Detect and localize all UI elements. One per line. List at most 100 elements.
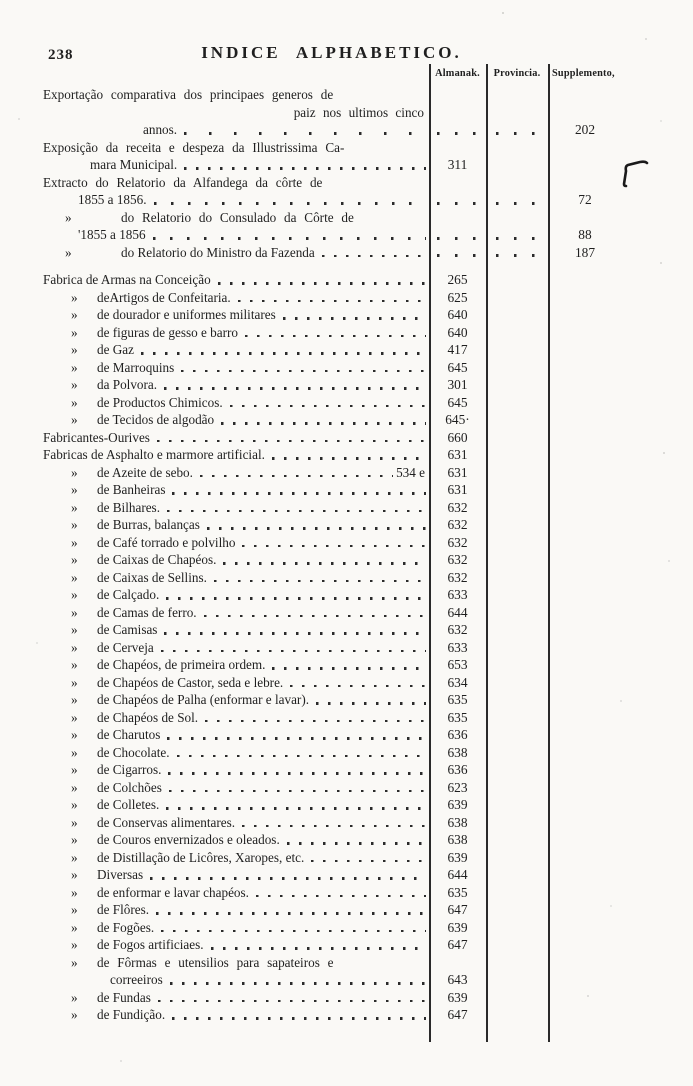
entry-description: » de Chapéos de Castor, seda e lebre.: [35, 674, 429, 692]
entry-description: » de Marroquins: [35, 359, 429, 377]
dot-leader: [272, 667, 426, 670]
almanak-cell: 640: [447, 307, 468, 322]
entry-label: de Caixas de Chapéos.: [97, 552, 217, 567]
almanak-cell: 631: [447, 447, 468, 462]
table-row: Exportação comparativa dos principaes ge…: [35, 86, 640, 104]
almanak-cell: 632: [447, 499, 468, 515]
dot-leader: [176, 754, 426, 757]
dot-leader: [213, 579, 426, 582]
dot-leader: [242, 544, 426, 547]
supplemento-cell: [548, 289, 640, 307]
entry-label: Fabricantes-Ourives: [43, 429, 150, 445]
entry-label: de Bilhares.: [97, 499, 160, 515]
column-header-almanak: Almanak.: [435, 68, 480, 79]
entry-description: Exposição da receita e despeza da Illust…: [35, 139, 429, 157]
almanak-cell: 638: [447, 814, 468, 830]
ditto-mark: »: [71, 814, 78, 830]
dot-leader: [237, 299, 426, 302]
dot-leader: [157, 999, 426, 1002]
provincia-cell: [486, 86, 548, 104]
almanak-cell: 640: [447, 324, 468, 340]
supplemento-cell: [548, 814, 640, 832]
table-row: » de Cigarros. 636: [35, 761, 640, 779]
ditto-mark: »: [71, 324, 78, 340]
entry-description: » de Colletes.: [35, 796, 429, 814]
dot-leader: [271, 457, 426, 460]
entry-label: de enformar e lavar chapéos.: [97, 884, 249, 900]
dot-leader: [255, 894, 426, 897]
supplemento-cell: [548, 499, 640, 517]
table-row: » de Camisas 632: [35, 621, 640, 639]
almanak-cell: 631: [447, 464, 468, 480]
table-row: » de Charutos 636: [35, 726, 640, 744]
table-row: » de Flôres. 647: [35, 901, 640, 919]
almanak-cell: 639: [447, 797, 468, 812]
provincia-cell: [486, 446, 548, 464]
supplemento-cell: 72: [578, 192, 592, 207]
entry-description: » do Relatorio do Ministro da Fazenda: [35, 244, 429, 262]
ditto-mark: »: [71, 744, 78, 760]
entry-label: de Charutos: [97, 727, 161, 742]
supplemento-cell: [548, 306, 640, 324]
dot-leader: [156, 439, 426, 442]
entry-description: » do Relatorio do Consulado da Côrte de: [35, 209, 429, 227]
table-row: paiz nos ultimos cinco: [35, 104, 640, 122]
supplemento-cell: [548, 884, 640, 902]
supplemento-cell: [548, 359, 640, 377]
table-row: » de Couros envernizados e oleados. 638: [35, 831, 640, 849]
table-row: Extracto do Relatorio da Alfandega da cô…: [35, 174, 640, 192]
entry-label: Diversas: [97, 867, 144, 882]
ditto-mark: »: [65, 209, 72, 225]
provincia-cell: [486, 121, 548, 139]
ditto-mark: »: [71, 919, 78, 935]
entry-description: Fabricas de Asphalto e marmore artificia…: [35, 446, 429, 464]
page-number: 238: [48, 47, 74, 63]
provincia-cell: [486, 1006, 548, 1024]
dot-leader: [167, 737, 426, 740]
entry-description: » de Couros envernizados e oleados.: [35, 831, 429, 849]
column-rule: [429, 64, 431, 1042]
almanak-cell: 660: [447, 429, 468, 445]
table-row: » de Cerveja 633: [35, 639, 640, 657]
almanak-cell: 632: [447, 569, 468, 585]
table-row: mara Municipal. 311: [35, 156, 640, 174]
entry-description: » de Camas de ferro.: [35, 604, 429, 622]
provincia-cell: [486, 271, 548, 289]
almanak-cell: 311: [447, 157, 468, 172]
almanak-cell: 632: [447, 552, 468, 567]
almanak-cell: 635: [447, 884, 468, 900]
provincia-cell: [486, 621, 548, 639]
supplemento-cell: [548, 744, 640, 762]
almanak-cell: 632: [447, 517, 468, 532]
dot-leader: [169, 982, 426, 985]
dot-leader: [156, 912, 426, 915]
pen-mark: [622, 160, 649, 188]
column-header-provincia: Provincia.: [493, 68, 541, 79]
ditto-mark: »: [71, 902, 78, 917]
supplemento-cell: [548, 1006, 640, 1024]
dot-leader: [152, 237, 426, 240]
table-row: » de Fogões. 639: [35, 919, 640, 937]
entry-description: » Diversas: [35, 866, 429, 884]
table-row: » de Fundas 639: [35, 989, 640, 1007]
table-row: » de Marroquins 645: [35, 359, 640, 377]
dot-leader: [168, 789, 426, 792]
almanak-cell: 647: [447, 902, 468, 917]
table-row: » de Banheiras 631: [35, 481, 640, 499]
supplemento-cell: [548, 954, 640, 972]
provincia-cell: [486, 639, 548, 657]
dot-group: [496, 201, 538, 205]
dot-leader: [286, 842, 426, 845]
scan-speckles: [0, 0, 2, 2]
supplemento-cell: [548, 656, 640, 674]
ditto-mark: »: [71, 482, 78, 497]
almanak-cell: 645: [447, 394, 468, 410]
almanak-cell: 647: [447, 937, 468, 952]
almanak-cell: 633: [447, 587, 468, 602]
almanak-cell: 631: [447, 482, 468, 497]
entry-description: » de Conservas alimentares.: [35, 814, 429, 832]
table-row: Fabrica de Armas na Conceição 265: [35, 271, 640, 289]
column-rule: [548, 64, 550, 1042]
supplemento-cell: 88: [578, 227, 592, 242]
entry-description: 1855 a 1856.: [35, 191, 429, 209]
